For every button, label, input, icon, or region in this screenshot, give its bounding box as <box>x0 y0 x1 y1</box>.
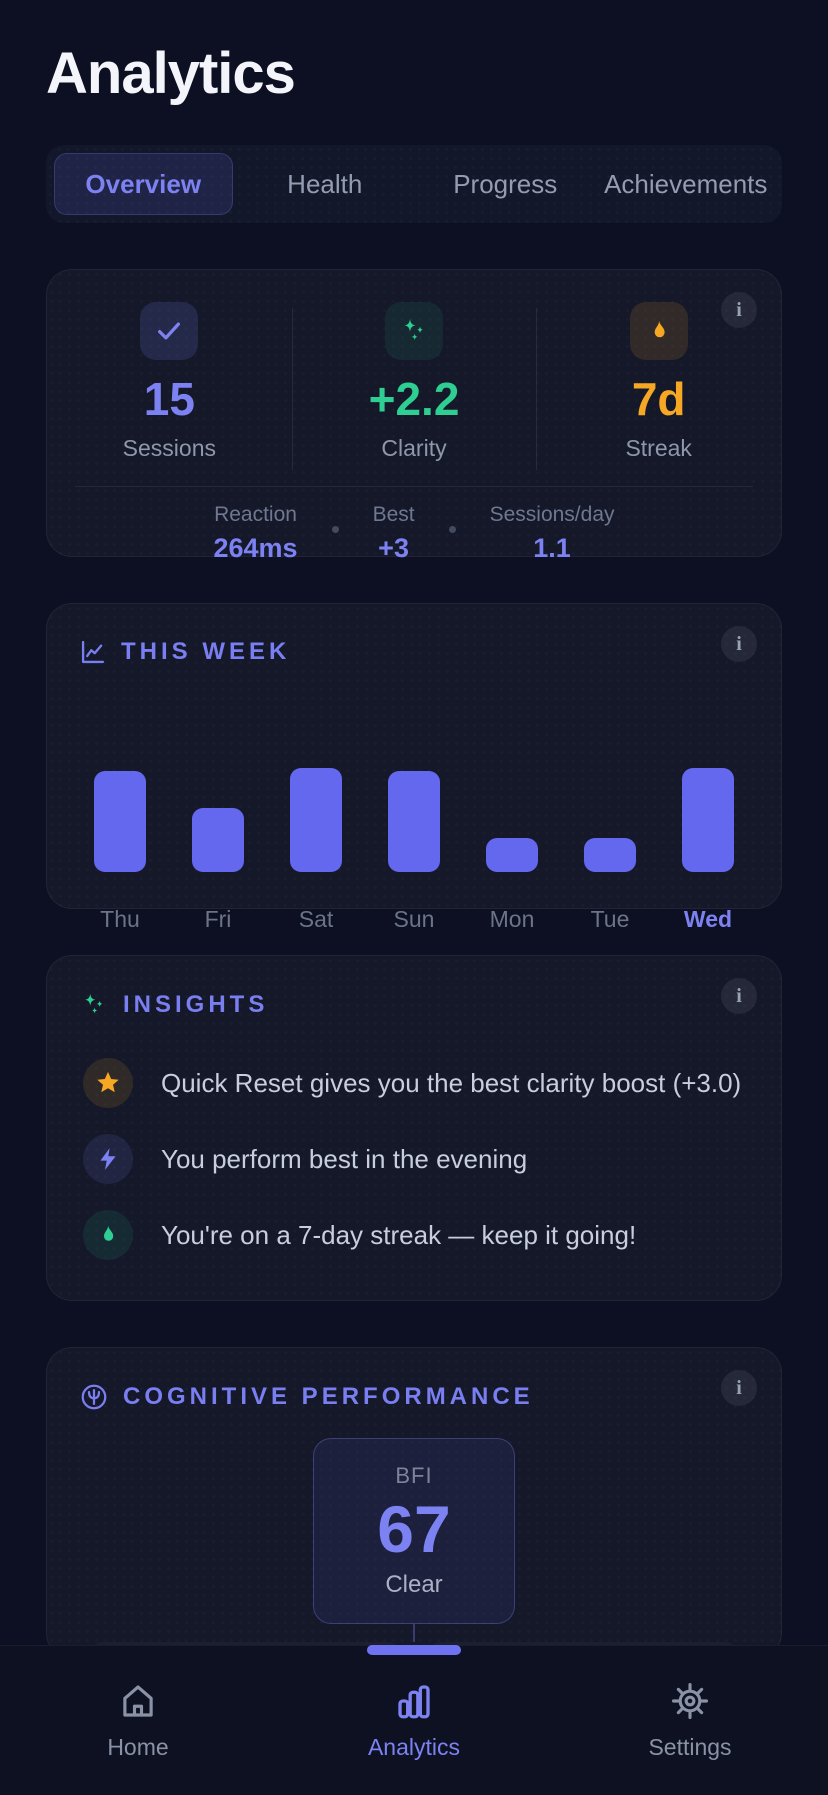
bfi-tile: BFI 67 Clear <box>313 1438 515 1624</box>
day-label-sun: Sun <box>393 906 435 932</box>
tab-achievements-label: Achievements <box>604 168 768 199</box>
divider <box>75 485 753 487</box>
best-label: Best <box>372 502 415 526</box>
home-icon <box>123 1685 153 1717</box>
insight-text: You're on a 7-day streak — keep it going… <box>161 1219 637 1250</box>
clarity-value: +2.2 <box>368 373 460 425</box>
insight-text: You perform best in the evening <box>161 1143 528 1174</box>
bar-thu <box>94 771 146 872</box>
tab-achievements[interactable]: Achievements <box>598 153 775 215</box>
stats-row: 15 Sessions +2.2 Clarity 7d Streak <box>47 270 781 470</box>
bar-tue <box>584 838 636 872</box>
cognitive-title: COGNITIVE PERFORMANCE <box>123 1383 534 1410</box>
cognitive-header: COGNITIVE PERFORMANCE <box>47 1348 781 1412</box>
info-icon[interactable]: i <box>721 978 757 1014</box>
bfi-label: BFI <box>395 1463 433 1489</box>
info-icon[interactable]: i <box>721 626 757 662</box>
nav-home-label: Home <box>107 1734 169 1760</box>
day-label-thu: Thu <box>100 906 140 932</box>
line-chart-icon <box>81 640 105 664</box>
this-week-header: THIS WEEK <box>47 604 781 666</box>
day-label-mon: Mon <box>489 906 535 932</box>
info-icon[interactable]: i <box>721 292 757 328</box>
page-title: Analytics <box>46 41 296 106</box>
sessions-day-label: Sessions/day <box>489 502 615 526</box>
tab-bar: Overview Health Progress Achievements <box>46 145 782 223</box>
tab-progress-label: Progress <box>453 168 558 199</box>
sub-metrics-row: Reaction 264ms Best +3 Sessions/day 1.1 <box>47 503 781 564</box>
clarity-label: Clarity <box>381 434 447 461</box>
insights-card: i INSIGHTS Quick Reset gives you the bes… <box>46 955 782 1301</box>
brain-icon <box>81 1384 107 1410</box>
active-tab-indicator <box>367 1645 461 1655</box>
sessions-value: 15 <box>143 373 195 425</box>
dot-separator <box>331 525 339 533</box>
sessions-day-value: 1.1 <box>533 532 571 563</box>
bar-fri <box>192 808 244 872</box>
bfi-status: Clear <box>385 1570 443 1598</box>
sessions-day-metric: Sessions/day 1.1 <box>490 503 615 564</box>
streak-value: 7d <box>631 373 686 425</box>
insight-item: Quick Reset gives you the best clarity b… <box>83 1058 749 1108</box>
bfi-value: 67 <box>377 1492 451 1567</box>
insight-text: Quick Reset gives you the best clarity b… <box>161 1067 742 1098</box>
day-label-wed: Wed <box>683 906 733 932</box>
info-icon[interactable]: i <box>721 1370 757 1406</box>
sparkles-icon <box>85 993 103 1014</box>
stat-clarity: +2.2 Clarity <box>291 302 537 470</box>
tab-overview[interactable]: Overview <box>54 153 233 215</box>
settings-icon <box>671 1682 709 1720</box>
day-label-fri: Fri <box>204 906 232 932</box>
streak-label: Streak <box>625 434 692 461</box>
nav-home[interactable]: Home <box>0 1646 276 1795</box>
sparkles-icon <box>385 302 443 360</box>
day-label-tue: Tue <box>590 906 630 932</box>
sessions-label: Sessions <box>122 434 216 461</box>
weekly-bar-chart <box>47 702 781 872</box>
cognitive-performance-card: i COGNITIVE PERFORMANCE BFI 67 Clear <box>46 1347 782 1659</box>
check-icon <box>140 302 199 360</box>
insight-item: You perform best in the evening <box>83 1134 749 1184</box>
bottom-nav: Home Analytics Settings <box>0 1645 828 1795</box>
flame-icon <box>83 1210 133 1260</box>
nav-settings-label: Settings <box>648 1734 732 1760</box>
stat-streak: 7d Streak <box>536 302 781 470</box>
connector-line <box>413 1624 415 1642</box>
insights-header: INSIGHTS <box>47 956 781 1020</box>
nav-settings[interactable]: Settings <box>552 1646 828 1795</box>
reaction-label: Reaction <box>214 502 297 526</box>
bar-wed <box>682 768 734 872</box>
star-icon <box>83 1058 133 1108</box>
insights-title: INSIGHTS <box>123 991 269 1018</box>
insight-item: You're on a 7-day streak — keep it going… <box>83 1210 749 1260</box>
nav-analytics[interactable]: Analytics <box>276 1645 552 1795</box>
bar-sat <box>290 768 342 872</box>
day-labels: Thu Fri Sat Sun Mon Tue Wed <box>47 906 781 933</box>
stat-sessions: 15 Sessions <box>47 302 292 462</box>
day-label-sat: Sat <box>298 906 334 932</box>
bar-mon <box>486 838 538 872</box>
tab-health-label: Health <box>287 168 363 199</box>
flame-icon <box>629 302 688 360</box>
tab-health[interactable]: Health <box>237 153 414 215</box>
dot-separator <box>448 525 456 533</box>
reaction-metric: Reaction 264ms <box>213 503 297 564</box>
nav-analytics-label: Analytics <box>367 1734 461 1760</box>
best-metric: Best +3 <box>373 503 415 564</box>
bolt-icon <box>83 1134 133 1184</box>
analytics-icon <box>398 1685 430 1719</box>
reaction-value: 264ms <box>213 532 298 563</box>
tab-overview-label: Overview <box>85 168 202 199</box>
bar-sun <box>388 771 440 872</box>
this-week-title: THIS WEEK <box>121 638 291 665</box>
this-week-card: i THIS WEEK Thu Fri Sat Sun Mon Tue <box>46 603 782 932</box>
best-value: +3 <box>378 532 409 563</box>
insight-list: Quick Reset gives you the best clarity b… <box>47 1020 781 1300</box>
stats-summary-card: i 15 Sessions +2.2 Clarity <box>46 269 782 563</box>
tab-progress[interactable]: Progress <box>417 153 594 215</box>
